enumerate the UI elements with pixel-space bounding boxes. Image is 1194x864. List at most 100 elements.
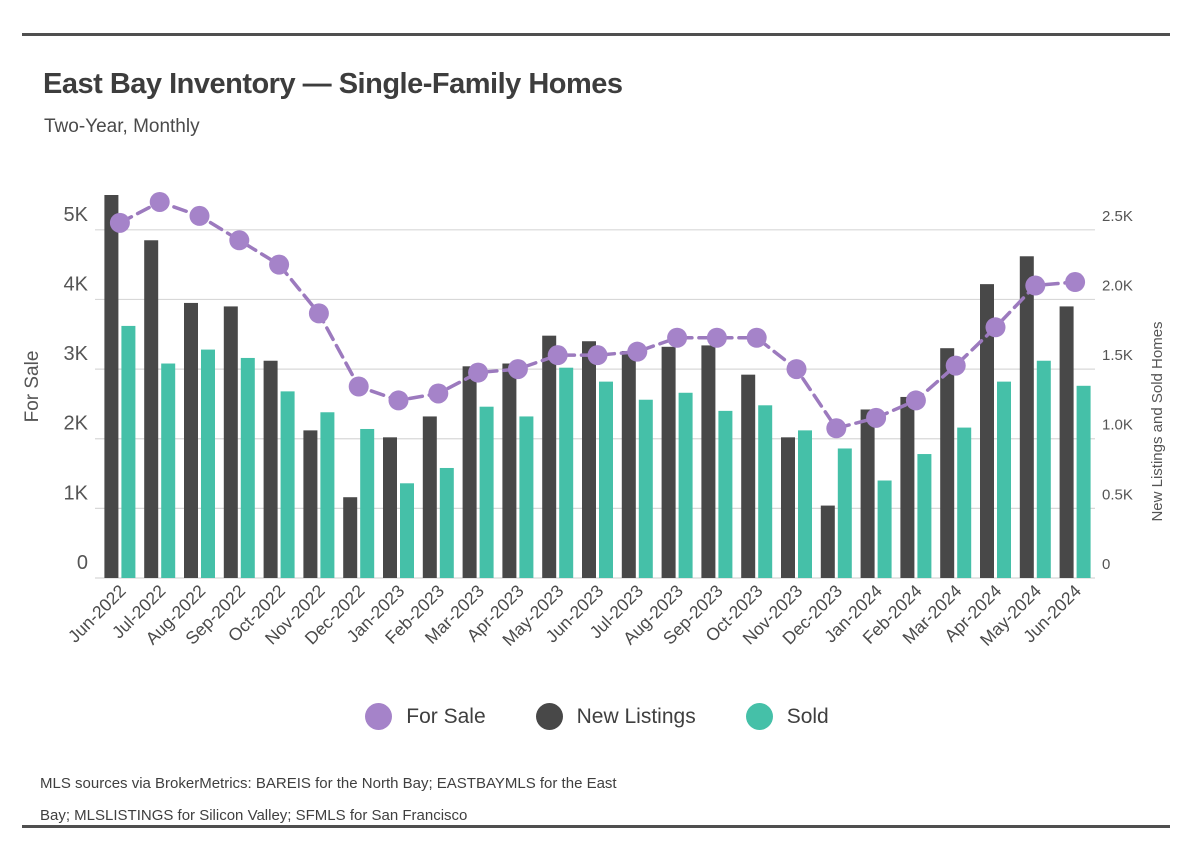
bar-sold: [479, 406, 494, 578]
for-sale-marker: [667, 327, 688, 348]
legend-label: New Listings: [576, 704, 696, 728]
bar-sold: [837, 448, 852, 578]
bar-sold: [678, 392, 693, 578]
new-listings-legend-dot-icon: [535, 703, 563, 730]
legend-label: For Sale: [406, 704, 486, 728]
bar-new-listings: [781, 437, 795, 578]
for-sale-marker: [507, 359, 528, 380]
bar-sold: [638, 399, 653, 578]
right-axis-tick-label: 1.5K: [1102, 347, 1133, 364]
legend-label: Sold: [786, 704, 829, 728]
left-axis-tick-label: 1K: [64, 482, 89, 504]
for-sale-legend-dot-icon: [365, 703, 393, 730]
bar-sold: [320, 412, 335, 578]
bar-sold: [280, 391, 295, 578]
bar-new-listings: [144, 240, 159, 578]
bar-new-listings: [820, 505, 835, 578]
bar-sold: [599, 381, 613, 578]
left-axis-tick-label: 3K: [64, 343, 89, 365]
bar-sold: [758, 405, 773, 578]
right-axis-tick-label: 2.5K: [1102, 208, 1133, 225]
bar-sold: [1036, 360, 1051, 578]
bar-new-listings: [582, 341, 596, 578]
source-note-line2: Bay; MLSLISTINGS for Silicon Valley; SFM…: [40, 807, 468, 824]
bar-new-listings: [383, 437, 397, 578]
bar-sold: [400, 483, 414, 578]
for-sale-line: [118, 200, 1077, 431]
for-sale-marker: [746, 327, 767, 348]
chart-legend: For Sale New Listings Sold: [0, 703, 1194, 730]
legend-item-sold: Sold: [745, 703, 829, 730]
left-axis-tick-label: 0: [77, 552, 88, 574]
bar-sold: [559, 367, 574, 578]
for-sale-marker: [945, 355, 966, 376]
right-axis-tick-label: 2.0K: [1102, 277, 1133, 294]
for-sale-marker: [627, 341, 648, 362]
for-sale-marker: [786, 359, 807, 380]
sold-legend-dot-icon: [745, 703, 773, 730]
bar-new-listings: [661, 346, 676, 578]
source-note-line1: MLS sources via BrokerMetrics: BAREIS fo…: [40, 775, 617, 792]
for-sale-marker: [1025, 275, 1046, 296]
bottom-divider: [22, 825, 1170, 828]
for-sale-marker: [706, 327, 727, 348]
bar-sold: [360, 428, 375, 578]
bar-new-listings: [462, 366, 477, 578]
bar-sold: [161, 363, 176, 578]
bar-new-listings: [184, 302, 198, 578]
for-sale-marker: [826, 418, 847, 439]
for-sale-marker: [388, 390, 409, 411]
bar-sold: [121, 325, 136, 578]
left-axis-tick-label: 2K: [64, 413, 89, 435]
for-sale-marker: [985, 317, 1006, 338]
bar-new-listings: [303, 430, 318, 578]
bar-sold: [798, 430, 812, 578]
for-sale-marker: [308, 303, 329, 324]
bar-sold: [957, 427, 972, 578]
for-sale-marker: [229, 230, 250, 251]
bar-new-listings: [263, 360, 278, 578]
for-sale-marker: [547, 345, 568, 366]
bar-new-listings: [940, 348, 955, 578]
bar-new-listings: [621, 350, 636, 578]
bar-sold: [917, 454, 932, 578]
for-sale-marker: [866, 407, 887, 428]
bar-new-listings: [343, 497, 358, 578]
bar-sold: [718, 410, 733, 578]
bar-new-listings: [741, 374, 756, 578]
bar-new-listings: [701, 345, 716, 578]
for-sale-marker: [905, 390, 926, 411]
right-axis-tick-label: 0: [1102, 556, 1110, 573]
right-axis-tick-label: 1.0K: [1102, 417, 1133, 434]
for-sale-marker: [109, 212, 130, 233]
right-axis-tick-label: 0.5K: [1102, 486, 1133, 503]
bar-new-listings: [502, 363, 517, 578]
left-axis-tick-label: 4K: [64, 273, 89, 295]
for-sale-marker: [269, 254, 290, 275]
left-axis-tick-label: 5K: [64, 204, 89, 226]
bar-sold: [877, 480, 892, 578]
legend-item-new-listings: New Listings: [535, 703, 696, 730]
bar-new-listings: [900, 396, 915, 578]
for-sale-marker: [468, 362, 489, 383]
bar-new-listings: [422, 416, 437, 578]
for-sale-marker: [587, 345, 608, 366]
top-divider: [22, 33, 1170, 36]
bar-new-listings: [104, 195, 119, 578]
bar-sold: [201, 349, 215, 578]
bar-new-listings: [223, 306, 238, 578]
bar-new-listings: [1059, 306, 1074, 578]
bar-new-listings: [542, 335, 557, 578]
bar-sold: [519, 416, 534, 578]
page-title: East Bay Inventory — Single-Family Homes: [43, 68, 623, 100]
right-axis-title: New Listings and Sold Homes: [1149, 321, 1166, 521]
for-sale-marker: [348, 376, 369, 397]
source-note: MLS sources via BrokerMetrics: BAREIS fo…: [40, 768, 740, 832]
for-sale-marker: [149, 191, 170, 212]
bar-sold: [997, 381, 1011, 578]
bar-sold: [240, 357, 255, 578]
bar-sold: [439, 467, 454, 578]
bar-sold: [1076, 385, 1091, 578]
